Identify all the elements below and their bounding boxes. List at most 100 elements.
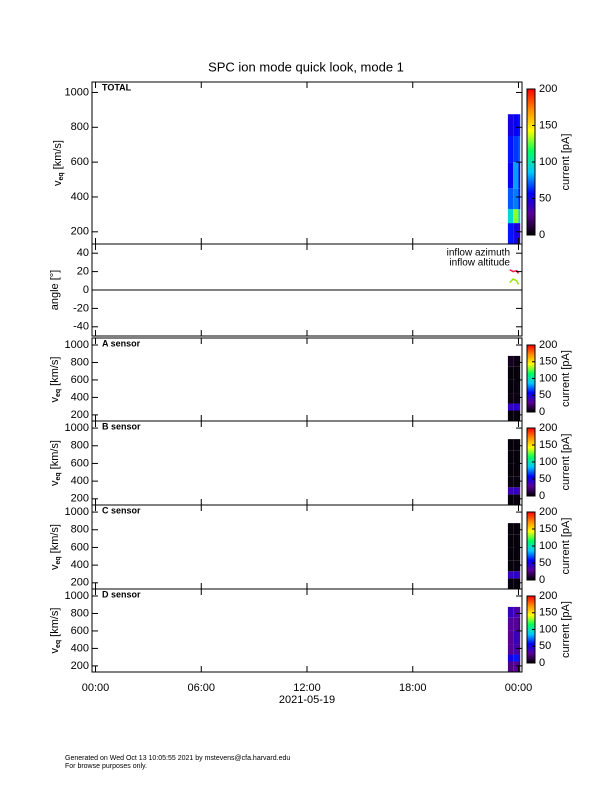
heatmap-cell xyxy=(518,410,521,421)
heatmap-cell xyxy=(507,630,514,645)
y-tick-label: 400 xyxy=(71,391,89,403)
heatmap-cell xyxy=(513,223,519,244)
heatmap-cell xyxy=(507,209,514,224)
plot-frame xyxy=(91,337,523,422)
heatmap-cell xyxy=(518,578,521,589)
heatmap-cell xyxy=(507,487,514,495)
heatmap-cell xyxy=(513,523,519,535)
x-tick-label: 00:00 xyxy=(82,682,110,694)
heatmap-cell xyxy=(507,366,514,380)
heatmap-cell xyxy=(507,403,514,411)
heatmap-cell xyxy=(507,644,514,655)
y-axis-label-unit: [km/s] xyxy=(49,607,61,636)
heatmap-cell xyxy=(518,450,521,464)
y-axis-label: veq [km/s] xyxy=(52,140,65,186)
heatmap-cell xyxy=(518,487,521,495)
colorbar-tick-label: 50 xyxy=(539,473,551,485)
y-axis-label-symbol: v xyxy=(49,564,61,570)
panel-label: D sensor xyxy=(102,589,141,599)
heatmap-cell xyxy=(507,476,514,488)
y-tick-label: 40 xyxy=(77,247,89,259)
heatmap-cell xyxy=(513,136,519,163)
colorbar-tick-label: 50 xyxy=(539,192,551,204)
heatmap-cell xyxy=(507,494,514,505)
colorbar-tick-label: 150 xyxy=(539,607,557,619)
heatmap-cell xyxy=(507,188,514,210)
y-tick-label: 800 xyxy=(71,121,89,133)
heatmap-cell xyxy=(518,463,521,477)
y-tick-label: 600 xyxy=(71,374,89,386)
heatmap-cell xyxy=(513,578,519,589)
heatmap-cell xyxy=(513,654,519,662)
heatmap-cell xyxy=(507,534,514,548)
y-tick-label: 800 xyxy=(71,356,89,368)
heatmap-cell xyxy=(507,379,514,394)
heatmap-cell xyxy=(507,439,514,451)
heatmap-cell xyxy=(518,403,521,411)
y-axis-label: veq [km/s] xyxy=(49,356,62,402)
heatmap-cell xyxy=(518,476,521,488)
heatmap-cell xyxy=(507,114,514,136)
y-tick-label: 200 xyxy=(71,409,89,421)
footer-line: Generated on Wed Oct 13 10:05:55 2021 by… xyxy=(65,755,290,762)
chart-title: SPC ion mode quick look, mode 1 xyxy=(208,59,404,74)
y-axis-label-symbol: v xyxy=(49,397,61,403)
y-axis-label-subscript: eq xyxy=(58,172,65,180)
heatmap-cell xyxy=(513,487,519,495)
heatmap-cell xyxy=(513,366,519,380)
plot-frame xyxy=(91,504,523,590)
y-tick-label: 1000 xyxy=(65,422,89,434)
x-axis-label: 2021-05-19 xyxy=(279,694,335,706)
y-axis-label-unit: [km/s] xyxy=(52,140,64,169)
y-tick-label: 800 xyxy=(71,440,89,452)
heatmap-cell xyxy=(507,606,514,618)
heatmap-cell xyxy=(518,209,521,224)
heatmap-cell xyxy=(518,355,521,367)
heatmap-cell xyxy=(518,617,521,631)
heatmap-cell xyxy=(513,355,519,367)
heatmap-cell xyxy=(507,617,514,631)
heatmap-cell xyxy=(513,476,519,488)
colorbar-tick-label: 200 xyxy=(539,590,557,602)
y-axis-label-subscript: eq xyxy=(55,556,62,564)
heatmap-cell xyxy=(507,410,514,421)
y-axis-label-unit: [km/s] xyxy=(49,356,61,385)
heatmap-cell xyxy=(518,162,521,189)
y-tick-label: 400 xyxy=(71,191,89,203)
legend-entry: inflow altitude xyxy=(449,258,510,269)
heatmap-cell xyxy=(513,617,519,631)
y-tick-label: 200 xyxy=(71,493,89,505)
heatmap-cell xyxy=(513,661,519,672)
colorbar-tick-label: 50 xyxy=(539,389,551,401)
colorbar-label: current [pA] xyxy=(560,518,572,575)
heatmap-cell xyxy=(518,644,521,655)
heatmap-cell xyxy=(513,450,519,464)
x-tick-label: 00:00 xyxy=(505,682,533,694)
heatmap-cell xyxy=(518,571,521,579)
heatmap-cell xyxy=(513,162,519,189)
y-axis-label-unit: [km/s] xyxy=(49,524,61,553)
heatmap-cell xyxy=(507,578,514,589)
colorbar-tick-label: 150 xyxy=(539,523,557,535)
heatmap-cell xyxy=(513,560,519,572)
y-axis-label-unit: [km/s] xyxy=(49,440,61,469)
x-tick-label: 12:00 xyxy=(293,682,321,694)
plot-frame xyxy=(91,588,523,673)
heatmap-cell xyxy=(513,571,519,579)
y-tick-label: -40 xyxy=(73,321,89,333)
heatmap-cell xyxy=(513,393,519,404)
plot-frame xyxy=(91,81,523,245)
y-axis-label: angle [°] xyxy=(49,270,61,310)
heatmap-cell xyxy=(513,547,519,561)
y-axis-label-symbol: v xyxy=(49,648,61,654)
heatmap-cell xyxy=(507,355,514,367)
heatmap-cell xyxy=(507,162,514,189)
heatmap-cell xyxy=(507,560,514,572)
panel-label: A sensor xyxy=(102,338,141,348)
colorbar-tick-label: 100 xyxy=(539,372,557,384)
y-tick-label: 200 xyxy=(71,577,89,589)
y-axis-label: veq [km/s] xyxy=(49,607,62,653)
y-axis-label: veq [km/s] xyxy=(49,524,62,570)
colorbar-tick-label: 0 xyxy=(539,490,545,502)
heatmap-cell xyxy=(518,114,521,136)
